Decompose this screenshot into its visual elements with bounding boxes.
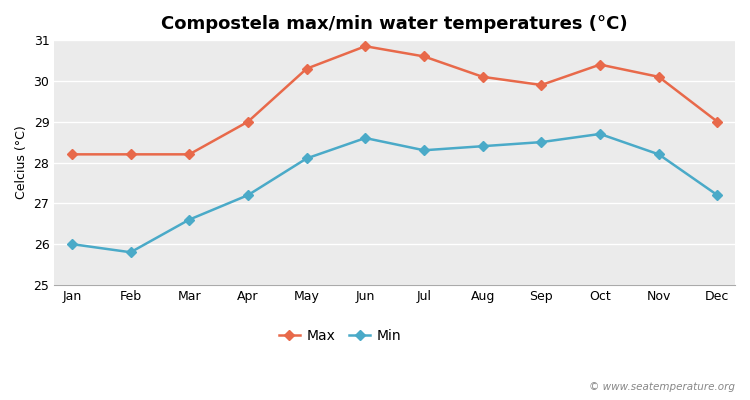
Max <box>713 119 722 124</box>
Legend: Max, Min: Max, Min <box>273 324 407 349</box>
Line: Min: Min <box>68 130 721 256</box>
Min <box>244 193 253 198</box>
Line: Max: Max <box>68 43 721 158</box>
Max <box>184 152 194 157</box>
Min <box>596 132 604 136</box>
Title: Compostela max/min water temperatures (°C): Compostela max/min water temperatures (°… <box>161 15 628 33</box>
Min <box>68 242 76 246</box>
Max <box>68 152 76 157</box>
Max <box>537 82 546 87</box>
Min <box>419 148 428 153</box>
Min <box>537 140 546 144</box>
Min <box>184 217 194 222</box>
Max <box>419 54 428 59</box>
Max <box>126 152 135 157</box>
Min <box>713 193 722 198</box>
Max <box>654 74 663 79</box>
Y-axis label: Celcius (°C): Celcius (°C) <box>15 126 28 199</box>
Max <box>244 119 253 124</box>
Max <box>478 74 488 79</box>
Max <box>596 62 604 67</box>
Min <box>302 156 311 161</box>
Min <box>478 144 488 148</box>
Max <box>302 66 311 71</box>
Min <box>361 136 370 140</box>
Text: © www.seatemperature.org: © www.seatemperature.org <box>589 382 735 392</box>
Min <box>126 250 135 255</box>
Min <box>654 152 663 157</box>
Max <box>361 44 370 49</box>
